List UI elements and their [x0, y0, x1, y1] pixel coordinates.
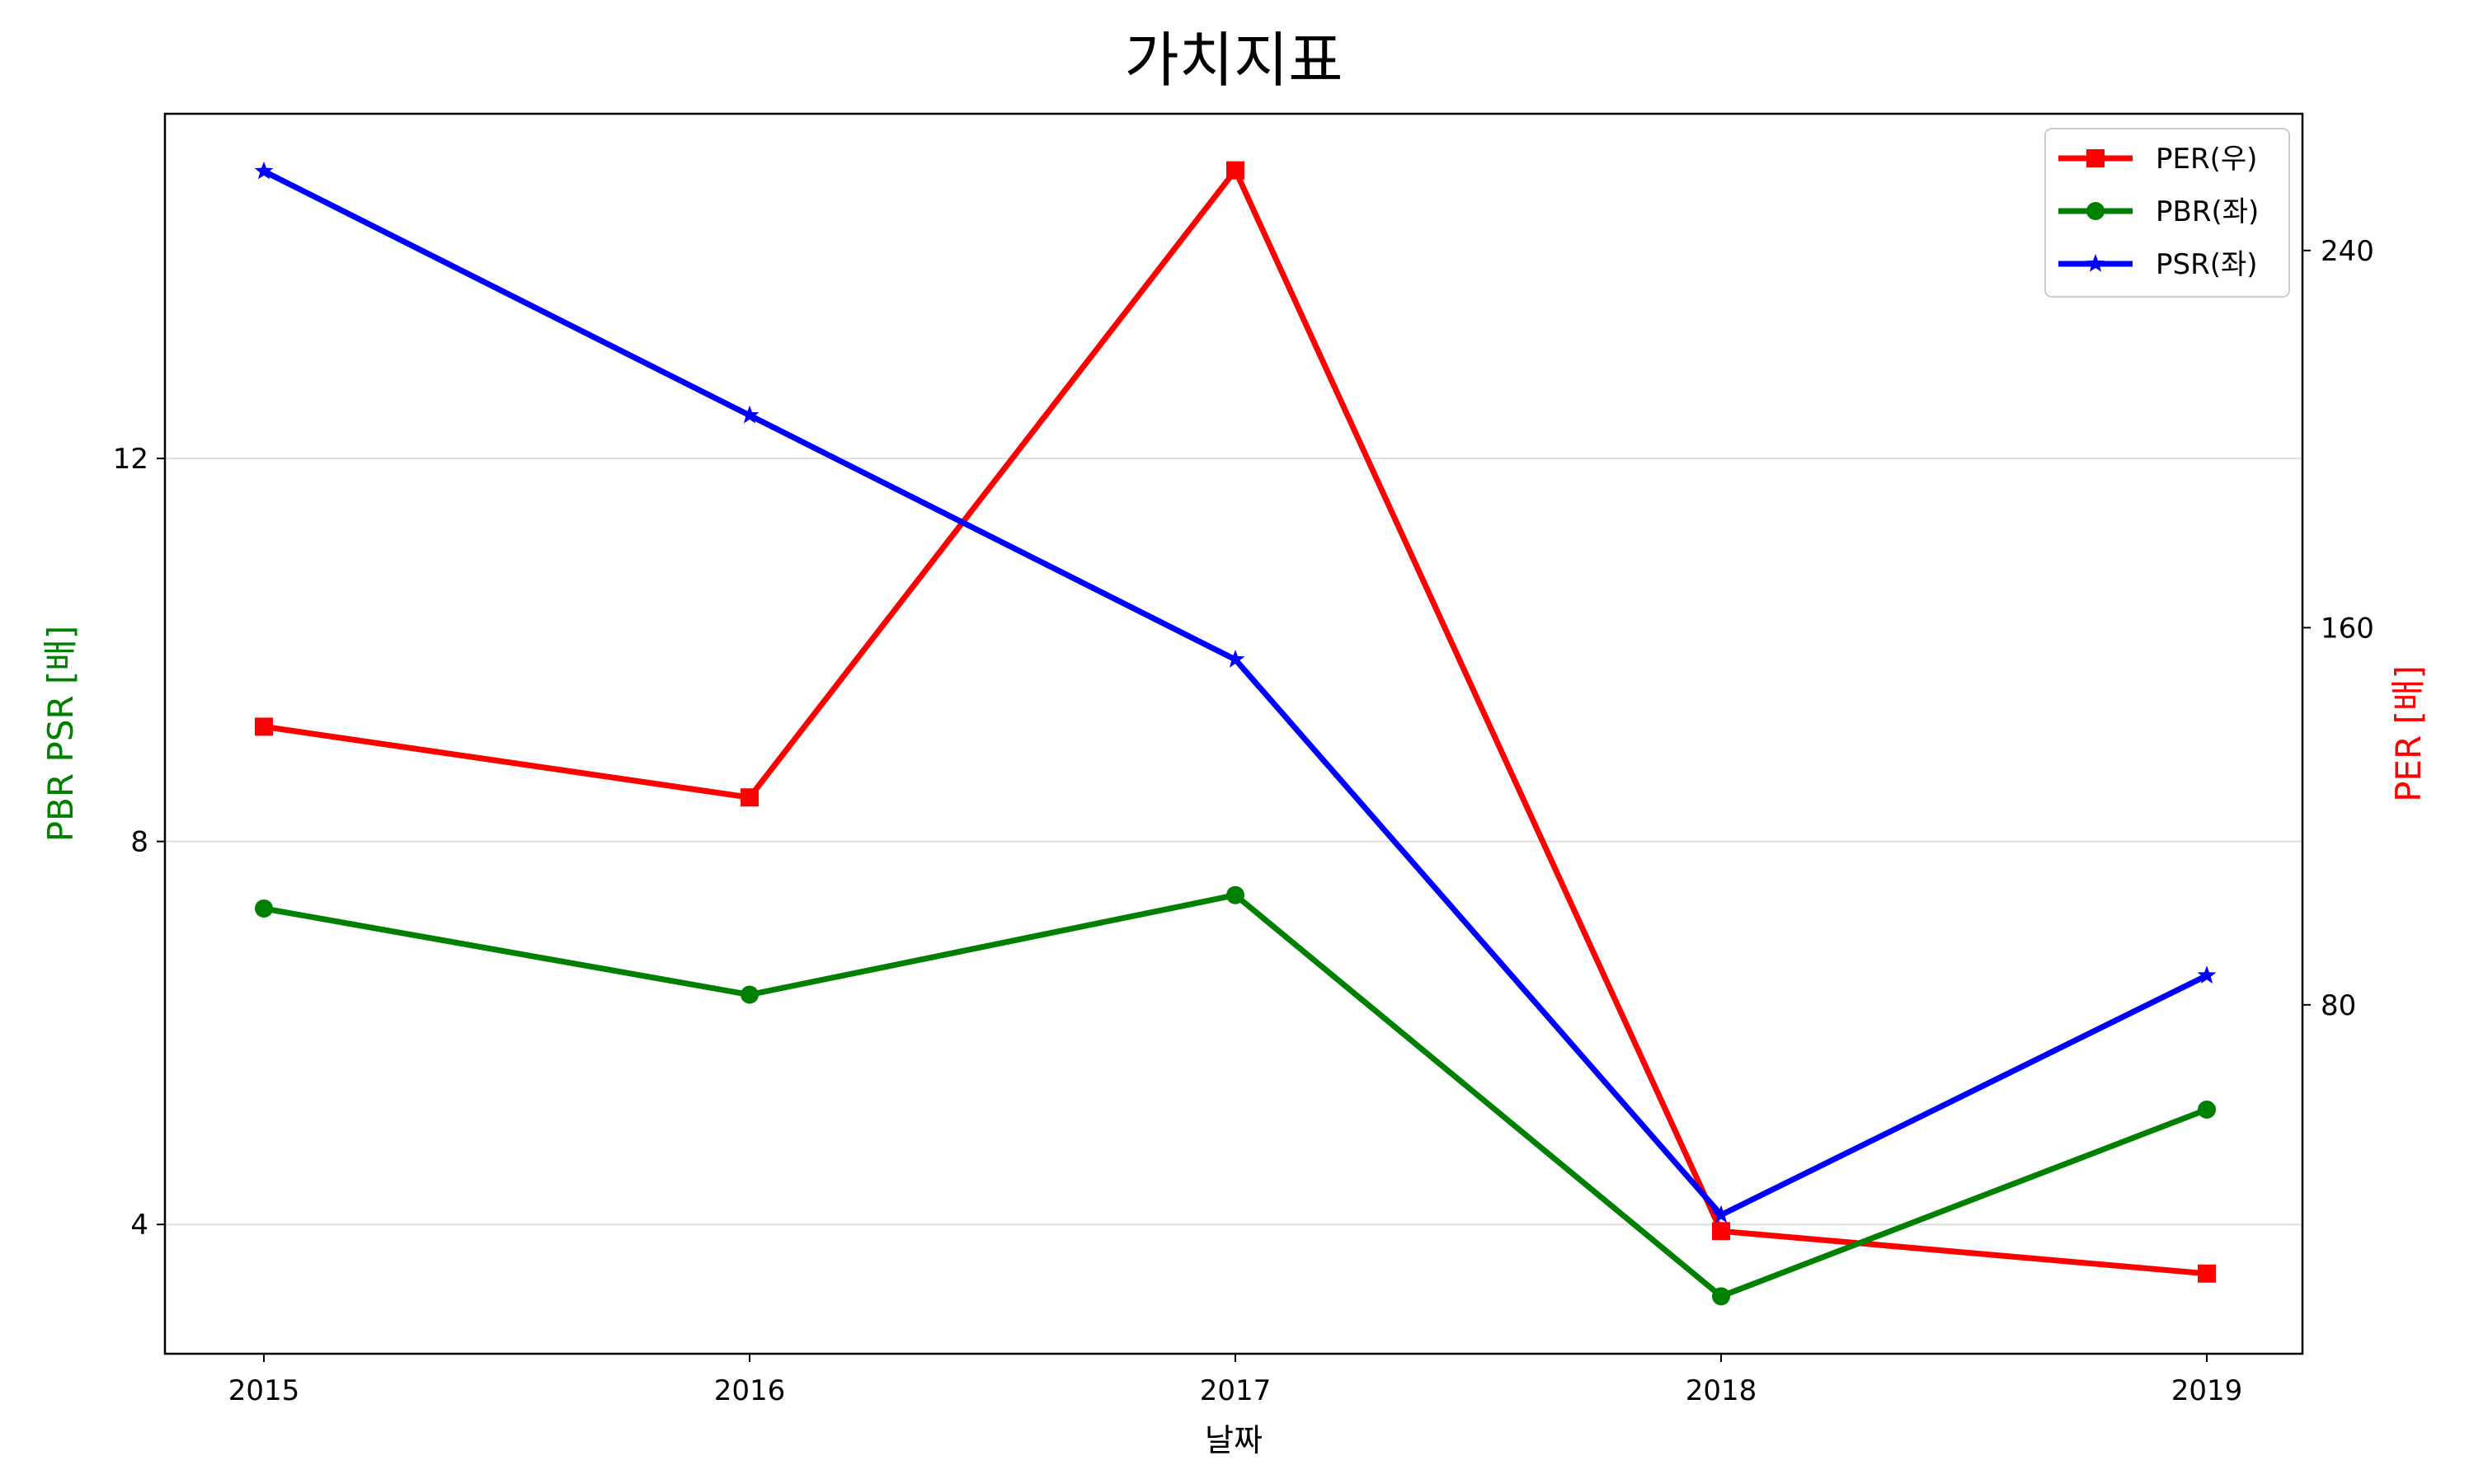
- psr-point: [1711, 1205, 1731, 1223]
- y-right-tick-label: 80: [2321, 989, 2356, 1022]
- legend: PER(우) PBR(좌) PSR(좌): [2044, 128, 2290, 298]
- psr-point: [254, 161, 274, 180]
- pbr-point: [741, 985, 759, 1004]
- pbr-point: [1712, 1287, 1730, 1306]
- legend-label-pbr: PBR(좌): [2156, 195, 2259, 228]
- legend-marker-pbr: [2086, 202, 2105, 220]
- x-axis: 2015 2016 2017 2018 2019: [228, 1354, 2243, 1407]
- x-tick-label: 2018: [1686, 1374, 1757, 1407]
- legend-marker-per: [2086, 149, 2105, 167]
- y-axis-right-label: PER [배]: [2388, 665, 2429, 802]
- legend-marker-psr: [2086, 254, 2105, 272]
- legend-frame: [2044, 128, 2290, 298]
- pbr-point: [2198, 1100, 2216, 1119]
- psr-point: [2197, 965, 2217, 984]
- series-markers: [254, 161, 2217, 1306]
- legend-label-per: PER(우): [2156, 143, 2257, 176]
- x-tick-label: 2015: [228, 1374, 300, 1407]
- x-axis-label: 날짜: [1205, 1422, 1263, 1458]
- per-point: [2198, 1264, 2216, 1283]
- x-tick-label: 2019: [2171, 1374, 2243, 1407]
- legend-item-per: PER(우): [2058, 143, 2257, 176]
- pbr-point: [255, 899, 273, 918]
- x-tick-label: 2016: [714, 1374, 786, 1407]
- y-axis-right: 80 160 240: [2302, 235, 2374, 1022]
- per-point: [1226, 161, 1244, 180]
- psr-point: [1225, 650, 1245, 668]
- y-left-tick-label: 4: [130, 1209, 148, 1242]
- legend-item-pbr: PBR(좌): [2058, 195, 2259, 228]
- psr-point: [740, 405, 760, 424]
- legend-item-psr: PSR(좌): [2058, 248, 2258, 281]
- y-left-tick-label: 8: [130, 826, 148, 859]
- per-point: [255, 717, 273, 736]
- y-right-tick-label: 160: [2321, 612, 2374, 645]
- y-left-tick-label: 12: [113, 443, 148, 476]
- x-tick-label: 2017: [1200, 1374, 1272, 1407]
- grid: [165, 458, 2302, 1226]
- pbr-point: [1226, 885, 1244, 904]
- y-right-tick-label: 240: [2321, 235, 2374, 268]
- chart-title: 가치지표: [1125, 26, 1343, 95]
- plot-frame: [163, 112, 2304, 1355]
- per-point: [741, 788, 759, 807]
- y-axis-left-label: PBR PSR [배]: [40, 626, 81, 843]
- y-axis-left: 4 8 12: [113, 443, 165, 1242]
- legend-label-psr: PSR(좌): [2156, 248, 2258, 281]
- per-point: [1712, 1222, 1730, 1241]
